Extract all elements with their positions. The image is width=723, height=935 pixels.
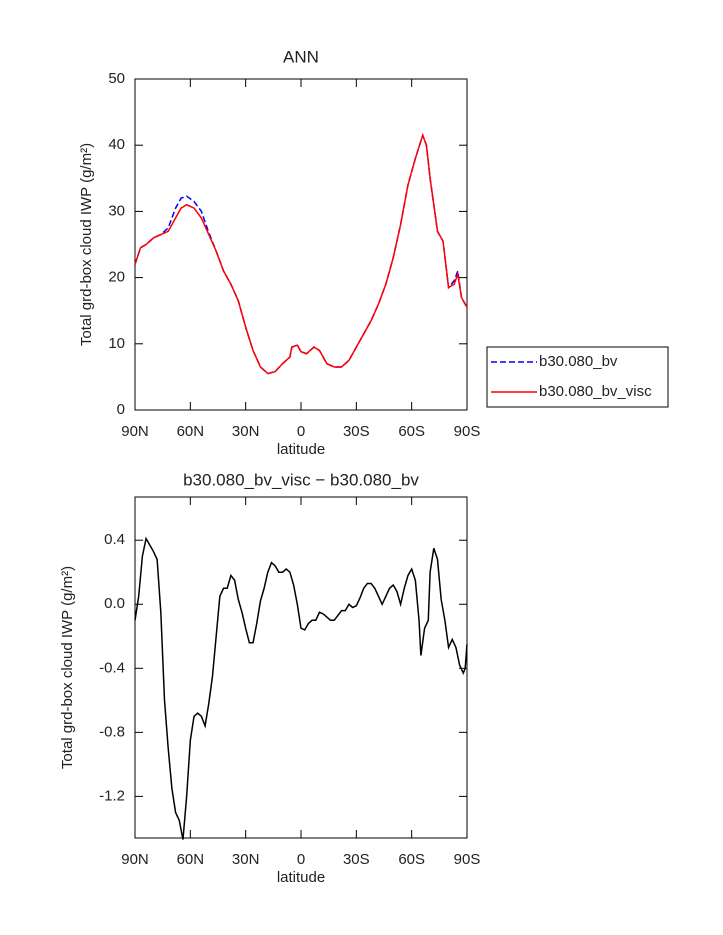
data-line — [134, 536, 468, 840]
x-tick-label: 30N — [232, 423, 260, 440]
x-tick-label: 90S — [454, 423, 481, 440]
chart-title: ANN — [283, 47, 319, 66]
chart-panel: ANN latitude Total grd-box cloud IWP (g/m²… — [78, 47, 669, 458]
y-tick-label: -1.2 — [99, 787, 125, 804]
x-tick-label: 30N — [232, 851, 260, 868]
legend-frame — [486, 346, 669, 408]
y-tick-label: 50 — [108, 70, 125, 87]
x-tick-label: 30S — [343, 423, 370, 440]
x-tick-label: 30S — [343, 851, 370, 868]
legend-label: b30.080_bv_visc — [539, 383, 652, 400]
x-tick-label: 90S — [454, 851, 481, 868]
x-axis-label: latitude — [277, 441, 325, 458]
data-line — [134, 132, 468, 375]
x-tick-label: 0 — [297, 423, 305, 440]
y-tick-label: 0.0 — [104, 595, 125, 612]
x-tick-label: 60S — [398, 851, 425, 868]
plot-frame — [134, 496, 468, 839]
y-tick-label: 20 — [108, 269, 125, 286]
y-tick-label: 30 — [108, 202, 125, 219]
y-tick-label: 40 — [108, 136, 125, 153]
plot-frame — [134, 78, 468, 411]
legend-label: b30.080_bv — [539, 353, 618, 370]
data-line — [134, 132, 468, 375]
y-tick-label: -0.8 — [99, 723, 125, 740]
x-tick-label: 60N — [177, 851, 205, 868]
x-tick-label: 60S — [398, 423, 425, 440]
y-tick-label: -0.4 — [99, 659, 125, 676]
chart-panel: b30.080_bv_visc − b30.080_bv latitude Tota… — [59, 470, 480, 885]
x-tick-label: 90N — [121, 423, 149, 440]
x-tick-label: 0 — [297, 851, 305, 868]
x-tick-label: 60N — [177, 423, 205, 440]
x-tick-label: 90N — [121, 851, 149, 868]
y-tick-label: 10 — [108, 335, 125, 352]
y-tick-label: 0.4 — [104, 531, 125, 548]
y-axis-label: Total grd-box cloud IWP (g/m²) — [78, 143, 95, 346]
chart-title: b30.080_bv_visc − b30.080_bv — [183, 470, 419, 489]
x-axis-label: latitude — [277, 869, 325, 886]
y-tick-label: 0 — [117, 401, 125, 418]
y-axis-label: Total grd-box cloud IWP (g/m²) — [59, 566, 76, 769]
